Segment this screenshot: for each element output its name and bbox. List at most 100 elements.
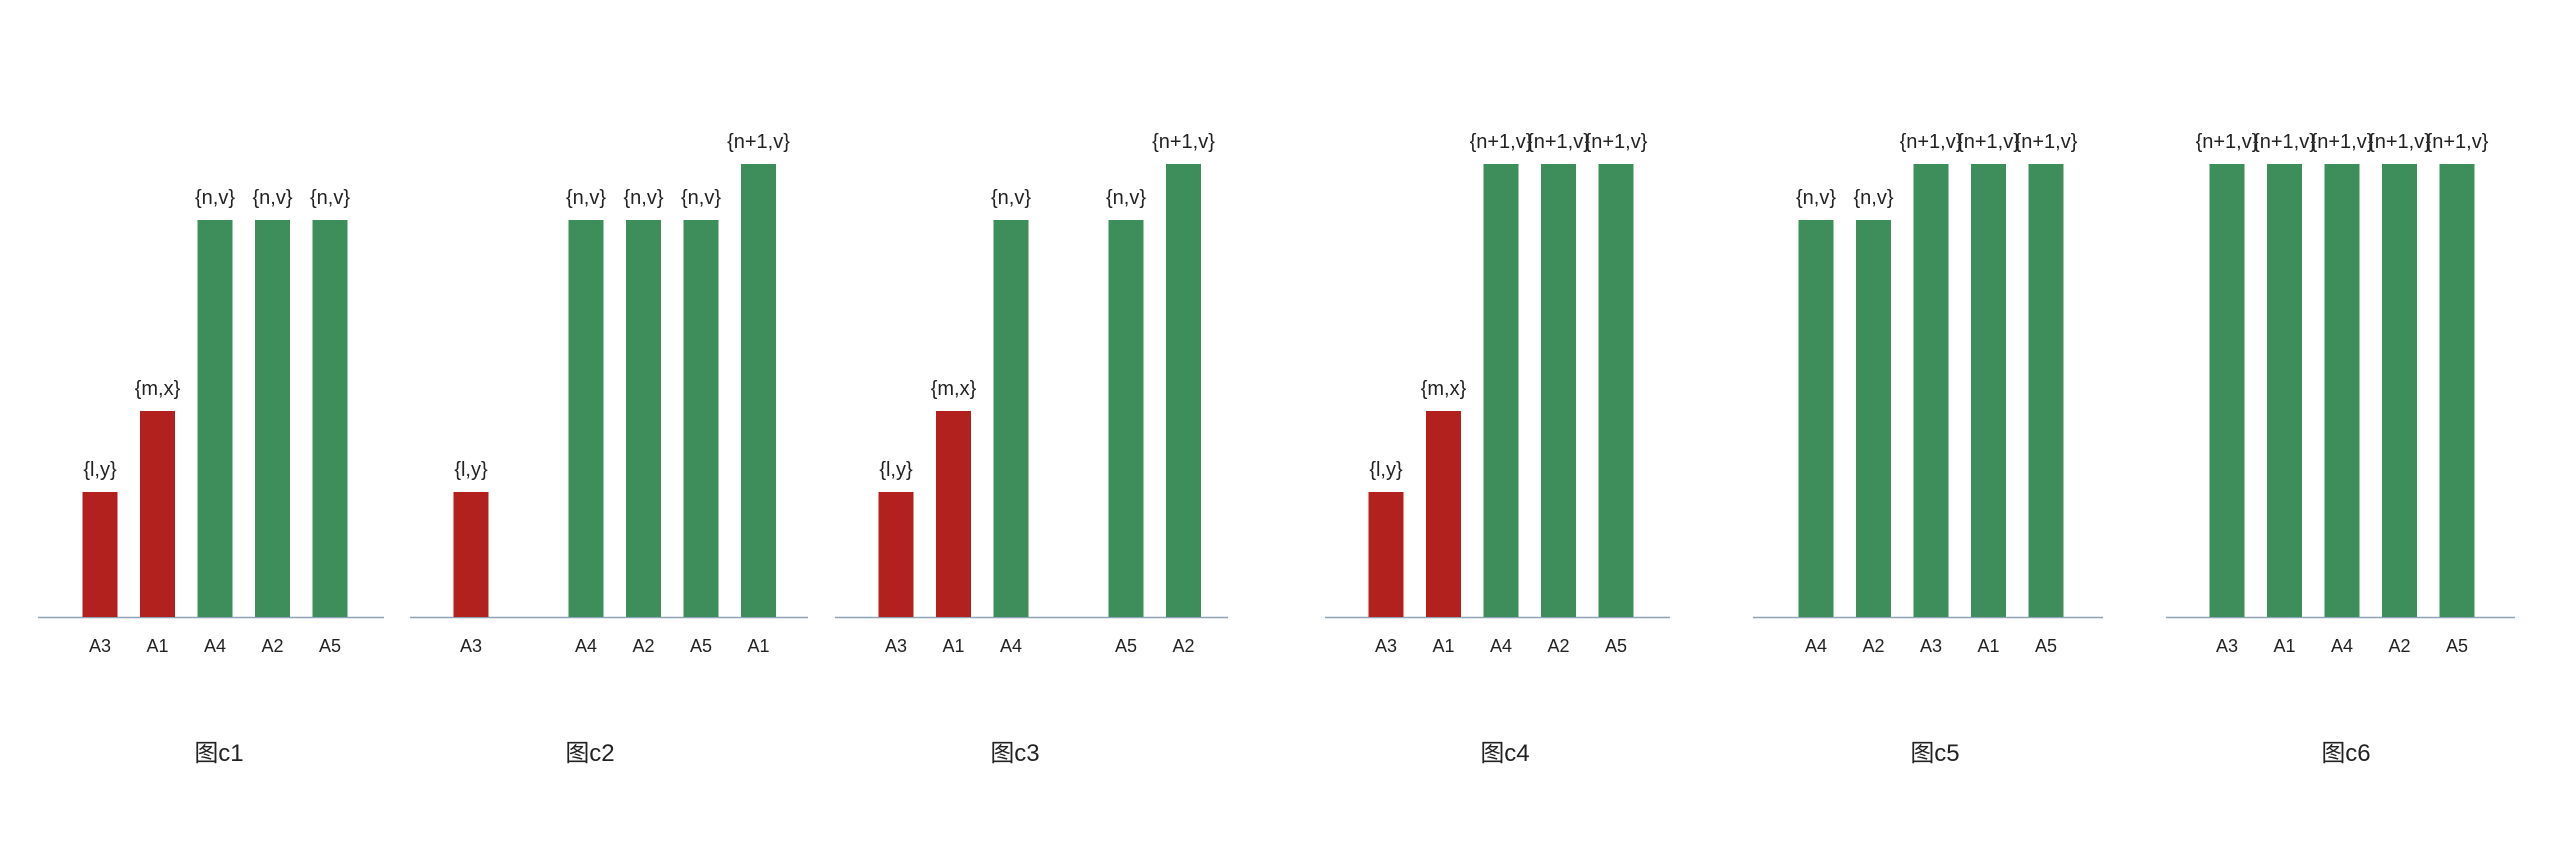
bar-value-label: {l,y} <box>454 459 488 481</box>
category-tick-label: A1 <box>146 636 168 656</box>
bar-a2 <box>1541 164 1576 617</box>
bar-a4 <box>1483 164 1519 617</box>
bar-value-label: {n+1,v} <box>1957 131 2020 153</box>
category-tick-label: A3 <box>89 636 111 656</box>
category-tick-label: A5 <box>1115 636 1137 656</box>
panel-3: {l,y} A3 {m,x} A1 {n,v} A4 {n,v} A5 {n+1,v} A2 图c3 <box>835 131 1228 767</box>
category-tick-label: A3 <box>885 636 907 656</box>
panel-caption: 图c4 <box>1480 740 1529 767</box>
panel-5: {n,v} A4 {n,v} A2 {n+1,v} A3 {n+1,v} A1 {n+1,v} A… <box>1753 131 2103 767</box>
category-tick-label: A2 <box>1172 636 1194 656</box>
bar-value-label: {n+1,v} <box>1152 131 1215 153</box>
category-tick-label: A4 <box>575 636 597 656</box>
bar-value-label: {n+1,v} <box>2253 131 2316 153</box>
bar-value-label: {n+1,v} <box>1585 131 1648 153</box>
bar-a5 <box>1108 220 1144 617</box>
bar-value-label: {n,v} <box>1853 187 1893 209</box>
bar-value-label: {n+1,v} <box>1470 131 1533 153</box>
category-tick-label: A5 <box>1605 636 1627 656</box>
category-tick-label: A1 <box>1432 636 1454 656</box>
bar-a2 <box>1856 220 1891 617</box>
category-tick-label: A4 <box>1490 636 1512 656</box>
bar-value-label: {n,v} <box>195 187 235 209</box>
category-tick-label: A4 <box>204 636 226 656</box>
bar-value-label: {n+1,v} <box>2311 131 2374 153</box>
bar-value-label: {n,v} <box>566 187 606 209</box>
bar-value-label: {n,v} <box>623 187 663 209</box>
category-tick-label: A2 <box>632 636 654 656</box>
bar-a3 <box>82 492 118 617</box>
bar-a4 <box>568 220 604 617</box>
panel-caption: 图c6 <box>2321 740 2370 767</box>
bar-value-label: {n+1,v} <box>1527 131 1590 153</box>
category-tick-label: A3 <box>1920 636 1942 656</box>
bar-value-label: {n+1,v} <box>2368 131 2431 153</box>
category-tick-label: A4 <box>2331 636 2353 656</box>
bar-value-label: {n+1,v} <box>2196 131 2259 153</box>
bar-a3 <box>2209 164 2245 617</box>
category-tick-label: A2 <box>1862 636 1884 656</box>
bar-value-label: {n+1,v} <box>1900 131 1963 153</box>
bar-a1 <box>140 411 175 617</box>
bar-a2 <box>2382 164 2417 617</box>
bar-value-label: {n,v} <box>310 187 350 209</box>
category-tick-label: A5 <box>2446 636 2468 656</box>
bar-value-label: {l,y} <box>83 459 117 481</box>
category-tick-label: A3 <box>2216 636 2238 656</box>
bar-value-label: {m,x} <box>931 378 977 400</box>
bar-a5 <box>1598 164 1634 617</box>
category-tick-label: A4 <box>1805 636 1827 656</box>
category-tick-label: A2 <box>2388 636 2410 656</box>
category-tick-label: A1 <box>1977 636 1999 656</box>
bar-value-label: {n,v} <box>991 187 1031 209</box>
category-tick-label: A1 <box>2273 636 2295 656</box>
bar-value-label: {n+1,v} <box>2015 131 2078 153</box>
category-tick-label: A5 <box>690 636 712 656</box>
panel-4: {l,y} A3 {m,x} A1 {n+1,v} A4 {n+1,v} A2 {n+1,v} A… <box>1325 131 1670 767</box>
bar-a3 <box>1913 164 1949 617</box>
bar-value-label: {m,x} <box>1421 378 1467 400</box>
panel-caption: 图c2 <box>565 740 614 767</box>
bar-a1 <box>2267 164 2302 617</box>
category-tick-label: A2 <box>261 636 283 656</box>
panel-1: {l,y} A3 {m,x} A1 {n,v} A4 {n,v} A2 {n,v} A5 图c1 <box>38 187 384 767</box>
bar-a5 <box>2028 164 2064 617</box>
bar-a4 <box>197 220 233 617</box>
bar-a5 <box>683 220 719 617</box>
category-tick-label: A3 <box>1375 636 1397 656</box>
bar-a4 <box>1798 220 1834 617</box>
category-tick-label: A5 <box>2035 636 2057 656</box>
bar-a1 <box>741 164 776 617</box>
bar-a2 <box>1166 164 1201 617</box>
category-tick-label: A4 <box>1000 636 1022 656</box>
category-tick-label: A2 <box>1547 636 1569 656</box>
panel-6: {n+1,v} A3 {n+1,v} A1 {n+1,v} A4 {n+1,v} A2 {n+1… <box>2166 131 2515 767</box>
bar-a5 <box>2439 164 2475 617</box>
bar-value-label: {n,v} <box>1106 187 1146 209</box>
bar-value-label: {n+1,v} <box>727 131 790 153</box>
bar-a4 <box>2324 164 2360 617</box>
bar-a1 <box>1971 164 2006 617</box>
panel-caption: 图c5 <box>1910 740 1959 767</box>
bar-a1 <box>1426 411 1461 617</box>
bar-a4 <box>993 220 1029 617</box>
category-tick-label: A5 <box>319 636 341 656</box>
bar-a5 <box>312 220 348 617</box>
bar-value-label: {n,v} <box>252 187 292 209</box>
bar-a3 <box>453 492 489 617</box>
category-tick-label: A1 <box>747 636 769 656</box>
panel-2: {l,y} A3 {n,v} A4 {n,v} A2 {n,v} A5 {n+1,v} A1 图c2 <box>410 131 808 767</box>
bar-a2 <box>626 220 661 617</box>
panel-caption: 图c1 <box>194 740 243 767</box>
bar-a3 <box>1368 492 1404 617</box>
category-tick-label: A3 <box>460 636 482 656</box>
bar-a2 <box>255 220 290 617</box>
bar-value-label: {l,y} <box>1369 459 1403 481</box>
bar-value-label: {n,v} <box>681 187 721 209</box>
panel-caption: 图c3 <box>990 740 1039 767</box>
bar-value-label: {n,v} <box>1796 187 1836 209</box>
bar-a3 <box>878 492 914 617</box>
bar-value-label: {m,x} <box>135 378 181 400</box>
category-tick-label: A1 <box>942 636 964 656</box>
